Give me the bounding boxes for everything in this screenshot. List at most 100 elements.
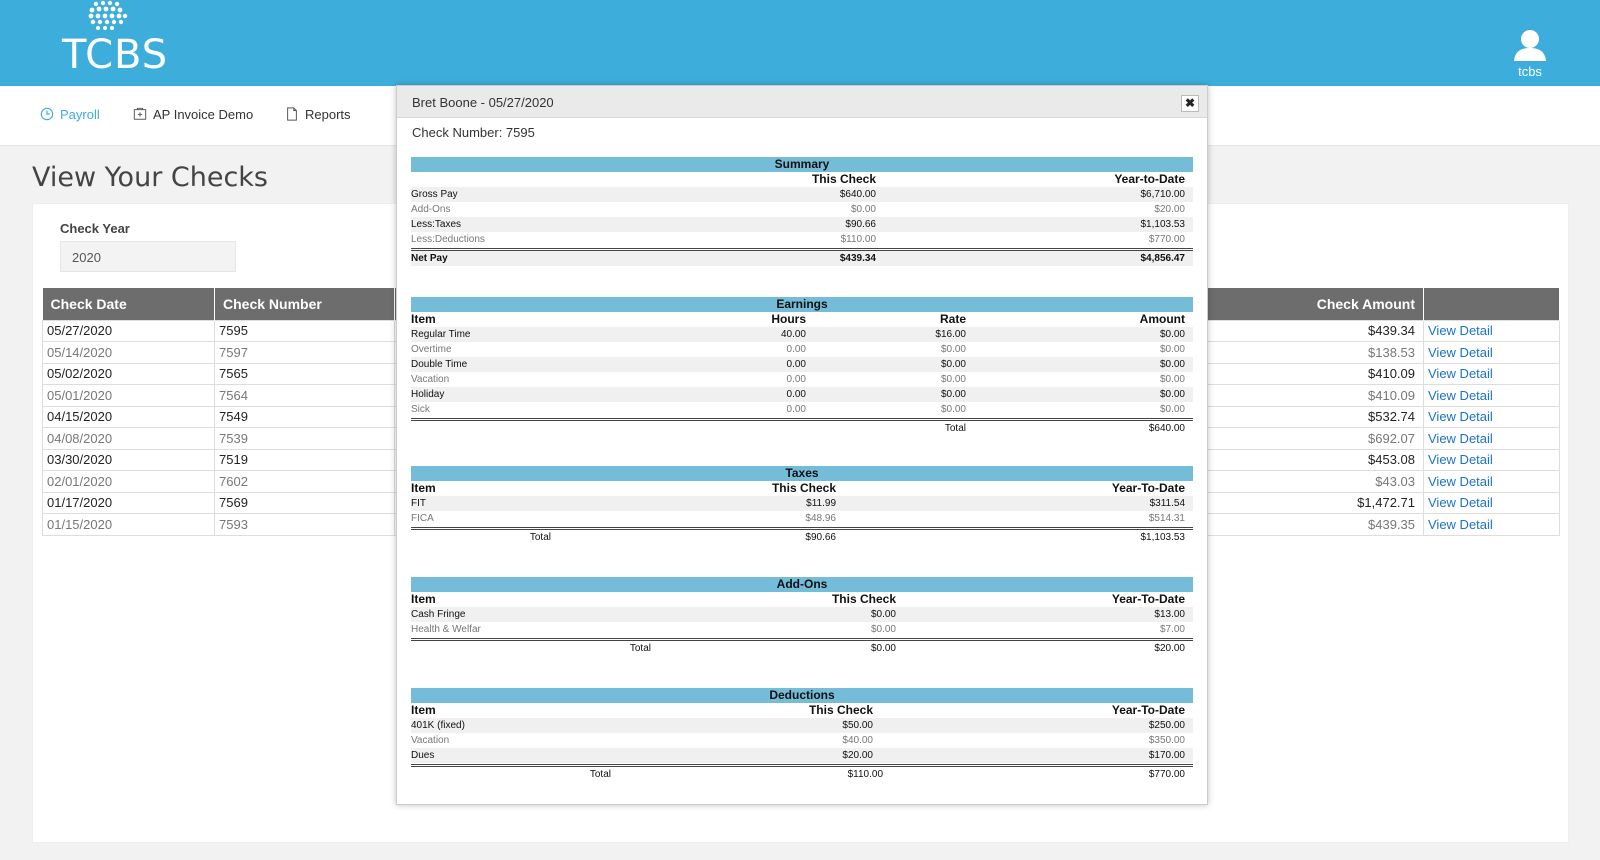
- earnings-cell: 0.00: [786, 344, 806, 355]
- earnings-section: Earnings Item Hours Rate Amount Regular …: [411, 297, 1193, 436]
- view-detail-link[interactable]: View Detail: [1428, 495, 1493, 511]
- view-detail-link[interactable]: View Detail: [1428, 430, 1493, 446]
- deductions-header-row: Item This Check Year-To-Date: [411, 703, 1193, 718]
- earnings-cell: Overtime: [411, 344, 452, 355]
- logo-dots-icon: [88, 0, 128, 30]
- header-check-date[interactable]: Check Date: [42, 288, 215, 320]
- taxes-row: FICA $48.96 $514.31: [411, 511, 1193, 526]
- deductions-cell: $350.00: [1148, 735, 1185, 746]
- user-menu[interactable]: tcbs: [1500, 28, 1560, 79]
- check-number-cell: 7597: [214, 341, 395, 364]
- deductions-cell: $170.00: [1148, 750, 1185, 761]
- taxes-cell: FIT: [411, 498, 426, 509]
- invoice-icon: [133, 107, 147, 120]
- earnings-cell: $0.00: [1159, 344, 1185, 355]
- modal-title: Bret Boone - 05/27/2020: [412, 95, 554, 110]
- check-number-cell: 7602: [214, 470, 395, 493]
- view-detail-link[interactable]: View Detail: [1428, 452, 1493, 468]
- check-amount-cell: $43.03: [1207, 470, 1424, 493]
- check-date-cell: 02/01/2020: [42, 470, 215, 493]
- summary-header-ytd: Year-to-Date: [1114, 172, 1185, 186]
- addons-row: Health & Welfar $0.00 $7.00: [411, 622, 1193, 637]
- addons-total-this-check: $0.00: [870, 643, 896, 654]
- user-name: tcbs: [1518, 64, 1542, 79]
- earnings-cell: 0.00: [786, 389, 806, 400]
- addons-divider: [411, 638, 1193, 641]
- addons-header-ytd: Year-To-Date: [1111, 592, 1185, 606]
- deductions-header-this-check: This Check: [808, 703, 873, 717]
- deductions-rows: 401K (fixed) $50.00 $250.00 Vacation $40.00 $…: [411, 718, 1193, 763]
- check-date-cell: 05/27/2020: [42, 319, 215, 342]
- check-amount-cell: $1,472.71: [1207, 491, 1424, 514]
- nav-ap-invoice[interactable]: AP Invoice Demo: [133, 106, 253, 122]
- taxes-cell: FICA: [411, 513, 434, 524]
- summary-row: Less:Deductions $110.00 $770.00: [411, 232, 1193, 247]
- view-detail-cell: View Detail: [1423, 405, 1560, 428]
- view-detail-link[interactable]: View Detail: [1428, 409, 1493, 425]
- addons-header-item: Item: [411, 592, 436, 606]
- summary-header-row: This Check Year-to-Date: [411, 172, 1193, 187]
- modal-header: Bret Boone - 05/27/2020 ✖: [397, 86, 1207, 118]
- view-detail-link[interactable]: View Detail: [1428, 366, 1493, 382]
- view-detail-link[interactable]: View Detail: [1428, 516, 1493, 532]
- view-detail-cell: View Detail: [1423, 427, 1560, 450]
- view-detail-link[interactable]: View Detail: [1428, 344, 1493, 360]
- earnings-cell: Double Time: [411, 359, 468, 370]
- earnings-cell: Vacation: [411, 374, 450, 385]
- nav-payroll-label: Payroll: [60, 106, 100, 122]
- earnings-header-item: Item: [411, 312, 436, 326]
- check-amount-cell: $532.74: [1207, 405, 1424, 428]
- view-detail-link[interactable]: View Detail: [1428, 473, 1493, 489]
- view-detail-link[interactable]: View Detail: [1428, 323, 1493, 339]
- summary-title: Summary: [411, 157, 1193, 172]
- check-detail-modal: Bret Boone - 05/27/2020 ✖ Check Number: …: [396, 85, 1208, 805]
- close-icon[interactable]: ✖: [1181, 95, 1199, 112]
- clock-icon: [40, 107, 54, 121]
- check-date-cell: 05/01/2020: [42, 384, 215, 407]
- taxes-rows: FIT $11.99 $311.54 FICA $48.96 $514.31: [411, 496, 1193, 526]
- summary-header-this-check: This Check: [811, 172, 876, 186]
- check-number-label: Check Number: 7595: [412, 125, 535, 140]
- taxes-total-row: Total $90.66 $1,103.53: [411, 530, 1193, 545]
- check-date-cell: 05/02/2020: [42, 362, 215, 385]
- addons-section: Add-Ons Item This Check Year-To-Date Cas…: [411, 577, 1193, 656]
- check-year-select[interactable]: 2020: [60, 241, 236, 272]
- header-check-number[interactable]: Check Number: [214, 288, 395, 320]
- earnings-header-row: Item Hours Rate Amount: [411, 312, 1193, 327]
- taxes-cell: $514.31: [1148, 513, 1185, 524]
- summary-cell: Add-Ons: [411, 204, 451, 215]
- taxes-total-label: Total: [529, 532, 551, 543]
- earnings-title: Earnings: [411, 297, 1193, 312]
- nav-reports[interactable]: Reports: [285, 106, 351, 122]
- earnings-total-label: Total: [944, 423, 966, 434]
- earnings-rows: Regular Time 40.00 $16.00 $0.00 Overtime 0.00…: [411, 327, 1193, 417]
- header-check-amount[interactable]: Check Amount: [1207, 288, 1424, 320]
- check-number-cell: 7595: [214, 319, 395, 342]
- deductions-divider: [411, 764, 1193, 767]
- check-date-cell: 04/15/2020: [42, 405, 215, 428]
- taxes-total-this-check: $90.66: [805, 532, 836, 543]
- earnings-cell: Sick: [411, 404, 430, 415]
- check-amount-cell: $410.09: [1207, 362, 1424, 385]
- logo-text: TCBS: [62, 32, 169, 78]
- check-amount-cell: $439.35: [1207, 513, 1424, 536]
- header-actions: [1423, 288, 1560, 320]
- nav-payroll[interactable]: Payroll: [40, 106, 100, 122]
- view-detail-link[interactable]: View Detail: [1428, 387, 1493, 403]
- taxes-cell: $311.54: [1149, 498, 1185, 509]
- nav-reports-label: Reports: [305, 106, 351, 122]
- top-header: TCBS tcbs: [0, 0, 1600, 86]
- taxes-total-ytd: $1,103.53: [1140, 532, 1186, 543]
- deductions-row: Dues $20.00 $170.00: [411, 748, 1193, 763]
- check-amount-cell: $439.34: [1207, 319, 1424, 342]
- view-detail-cell: View Detail: [1423, 341, 1560, 364]
- earnings-header-hours: Hours: [771, 312, 806, 326]
- tcbs-logo[interactable]: TCBS: [60, 0, 167, 80]
- summary-cell: $20.00: [1154, 204, 1185, 215]
- deductions-cell: Vacation: [411, 735, 450, 746]
- deductions-section: Deductions Item This Check Year-To-Date …: [411, 688, 1193, 782]
- addons-rows: Cash Fringe $0.00 $13.00 Health & Welfar $0.…: [411, 607, 1193, 637]
- addons-cell: $0.00: [870, 624, 896, 635]
- summary-cell: $1,103.53: [1140, 219, 1186, 230]
- addons-cell: Cash Fringe: [411, 609, 466, 620]
